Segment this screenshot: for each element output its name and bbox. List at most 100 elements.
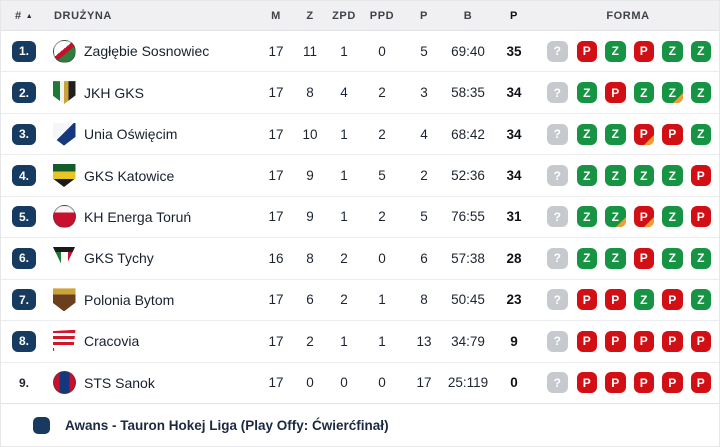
- team-name[interactable]: STS Sanok: [84, 374, 155, 391]
- form-result-badge[interactable]: ?: [547, 165, 568, 187]
- form-badges: ? Z Z P P Z: [537, 123, 719, 145]
- team-name[interactable]: Unia Oświęcim: [84, 126, 178, 143]
- points: 0: [510, 375, 518, 391]
- table-row[interactable]: 3. Unia Oświęcim 17 10 1 2 4 68:42 34 ? Z…: [1, 113, 719, 156]
- form-result-badge[interactable]: Z: [690, 82, 711, 104]
- matches-played: 17: [268, 43, 284, 59]
- form-result-badge[interactable]: P: [633, 123, 654, 145]
- column-header-ot-losses[interactable]: PPD: [369, 9, 395, 22]
- column-header-matches[interactable]: M: [271, 9, 281, 22]
- form-result-badge[interactable]: P: [576, 372, 597, 394]
- table-row[interactable]: 5. KH Energa Toruń 17 9 1 2 5 76:55 31 ?…: [1, 196, 719, 239]
- form-result-badge[interactable]: P: [662, 289, 683, 311]
- form-result-badge[interactable]: Z: [690, 247, 711, 269]
- team-name[interactable]: JKH GKS: [84, 84, 144, 101]
- form-result-badge[interactable]: P: [576, 289, 597, 311]
- column-header-wins[interactable]: Z: [306, 9, 314, 22]
- column-header-form[interactable]: FORMA: [606, 9, 650, 22]
- form-result-badge[interactable]: Z: [633, 82, 654, 104]
- column-header-ot-wins[interactable]: ZPD: [332, 9, 356, 22]
- form-result-badge[interactable]: Z: [633, 289, 654, 311]
- form-result-badge[interactable]: P: [633, 330, 654, 352]
- form-result-badge[interactable]: Z: [605, 123, 626, 145]
- table-row[interactable]: 6. GKS Tychy 16 8 2 0 6 57:38 28 ? Z Z P Z Z: [1, 238, 719, 280]
- team-name[interactable]: KH Energa Toruń: [84, 208, 192, 225]
- form-result-badge[interactable]: Z: [690, 123, 711, 145]
- form-result-badge[interactable]: ?: [547, 330, 568, 352]
- team-logo-icon: [52, 122, 76, 146]
- table-row[interactable]: 7. Polonia Bytom 17 6 2 1 8 50:45 23 ? P P…: [1, 279, 719, 322]
- table-row[interactable]: 2. JKH GKS 17 8 4 2 3 58:35 34 ? Z P Z Z Z: [1, 72, 719, 114]
- form-badges: ? Z Z P Z Z: [537, 247, 719, 269]
- form-result-badge[interactable]: P: [690, 372, 711, 394]
- table-row[interactable]: 9. STS Sanok 17 0 0 0 17 25:119 0 ? P P P P P: [1, 362, 719, 404]
- form-result-badge[interactable]: P: [605, 82, 626, 104]
- goal-balance: 58:35: [451, 85, 485, 101]
- rank-badge: 5.: [12, 206, 36, 228]
- form-result-badge[interactable]: Z: [662, 206, 683, 228]
- sort-asc-icon: ▲: [25, 12, 34, 20]
- overtime-losses: 0: [378, 43, 386, 59]
- form-result-badge[interactable]: P: [633, 372, 654, 394]
- form-result-badge[interactable]: Z: [662, 40, 683, 62]
- wins: 0: [306, 375, 314, 391]
- form-result-badge[interactable]: Z: [662, 165, 683, 187]
- form-result-badge[interactable]: ?: [547, 40, 568, 62]
- form-result-badge[interactable]: P: [662, 372, 683, 394]
- column-header-team[interactable]: DRUŻYNA: [54, 9, 112, 22]
- form-result-badge[interactable]: Z: [662, 82, 683, 104]
- team-name[interactable]: Cracovia: [84, 333, 140, 350]
- form-result-badge[interactable]: P: [633, 40, 654, 62]
- form-result-badge[interactable]: Z: [605, 247, 626, 269]
- column-header-losses[interactable]: P: [420, 9, 428, 22]
- column-header-rank[interactable]: # ▲: [1, 10, 47, 22]
- form-result-badge[interactable]: Z: [605, 40, 626, 62]
- form-result-badge[interactable]: P: [576, 40, 597, 62]
- form-result-badge[interactable]: ?: [547, 123, 568, 145]
- form-result-badge[interactable]: P: [690, 165, 711, 187]
- form-result-badge[interactable]: Z: [605, 165, 626, 187]
- goal-balance: 76:55: [451, 209, 485, 225]
- wins: 2: [306, 333, 314, 349]
- form-result-badge[interactable]: Z: [605, 206, 626, 228]
- form-result-badge[interactable]: Z: [576, 165, 597, 187]
- form-result-badge[interactable]: P: [605, 289, 626, 311]
- form-result-badge[interactable]: Z: [662, 247, 683, 269]
- column-header-points[interactable]: P: [510, 9, 518, 22]
- form-result-badge[interactable]: P: [605, 372, 626, 394]
- form-result-badge[interactable]: P: [576, 330, 597, 352]
- form-result-badge[interactable]: ?: [547, 206, 568, 228]
- form-result-badge[interactable]: Z: [690, 40, 711, 62]
- form-result-badge[interactable]: P: [690, 206, 711, 228]
- form-result-badge[interactable]: Z: [633, 165, 654, 187]
- losses: 8: [420, 292, 428, 308]
- form-result-badge[interactable]: Z: [576, 82, 597, 104]
- team-logo-icon: [52, 205, 76, 229]
- form-result-badge[interactable]: ?: [547, 372, 568, 394]
- goal-balance: 52:36: [451, 168, 485, 184]
- team-name[interactable]: Polonia Bytom: [84, 291, 175, 308]
- table-row[interactable]: 4. GKS Katowice 17 9 1 5 2 52:36 34 ? Z Z Z…: [1, 155, 719, 197]
- table-row[interactable]: 8. Cracovia 17 2 1 1 13 34:79 9 ? P P P P P: [1, 321, 719, 363]
- team-name[interactable]: GKS Tychy: [84, 250, 154, 267]
- form-result-badge[interactable]: P: [662, 123, 683, 145]
- form-result-badge[interactable]: Z: [576, 123, 597, 145]
- form-result-badge[interactable]: Z: [576, 247, 597, 269]
- form-result-badge[interactable]: Z: [690, 289, 711, 311]
- team-name[interactable]: Zagłębie Sosnowiec: [84, 43, 210, 60]
- form-result-badge[interactable]: P: [633, 247, 654, 269]
- form-result-badge[interactable]: ?: [547, 289, 568, 311]
- form-result-badge[interactable]: P: [605, 330, 626, 352]
- team-name[interactable]: GKS Katowice: [84, 167, 175, 184]
- form-result-badge[interactable]: P: [662, 330, 683, 352]
- table-row[interactable]: 1. Zagłębie Sosnowiec 17 11 1 0 5 69:40 …: [1, 31, 719, 73]
- form-result-badge[interactable]: Z: [576, 206, 597, 228]
- form-result-badge[interactable]: ?: [547, 247, 568, 269]
- form-result-badge[interactable]: P: [633, 206, 654, 228]
- points: 34: [506, 85, 522, 101]
- form-result-badge[interactable]: P: [690, 330, 711, 352]
- overtime-losses: 0: [378, 375, 386, 391]
- form-result-badge[interactable]: ?: [547, 82, 568, 104]
- goal-balance: 69:40: [451, 43, 485, 59]
- column-header-goals[interactable]: B: [463, 9, 473, 22]
